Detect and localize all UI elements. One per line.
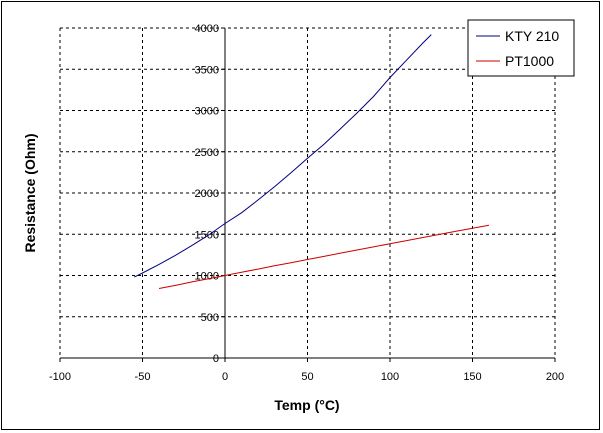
series-line-pt1000: [158, 224, 490, 289]
x-tick-label: -100: [49, 371, 71, 383]
y-tick-label: 2000: [195, 188, 219, 200]
series-layer: [134, 34, 490, 289]
x-tick-label: 0: [222, 371, 228, 383]
x-tick-label: 100: [381, 371, 399, 383]
tick-labels: -100 -50 0 50 100 150 200050010001500200025003…: [49, 23, 564, 383]
y-tick-label: 1500: [195, 229, 219, 241]
y-tick-label: 3000: [195, 106, 219, 118]
y-tick-label: 3500: [195, 64, 219, 76]
x-tick-label: 50: [301, 371, 313, 383]
x-tick-label: 200: [546, 371, 564, 383]
y-axis-title: Resistance (Ohm): [22, 133, 38, 252]
y-tick-label: 2500: [195, 147, 219, 159]
y-tick-label: 1000: [195, 271, 219, 283]
y-tick-label: 0: [213, 353, 219, 365]
legend: KTY 210 PT1000: [467, 19, 575, 77]
legend-label-pt1000: PT1000: [505, 53, 554, 69]
y-tick-label: 500: [201, 312, 219, 324]
x-tick-label: -50: [135, 371, 151, 383]
y-tick-label: 4000: [195, 23, 219, 35]
x-axis-title: Temp (°C): [274, 397, 339, 413]
legend-box: [467, 19, 575, 77]
series-line-kty210: [134, 34, 432, 278]
legend-label-kty210: KTY 210: [505, 28, 559, 44]
x-tick-label: 150: [463, 371, 481, 383]
